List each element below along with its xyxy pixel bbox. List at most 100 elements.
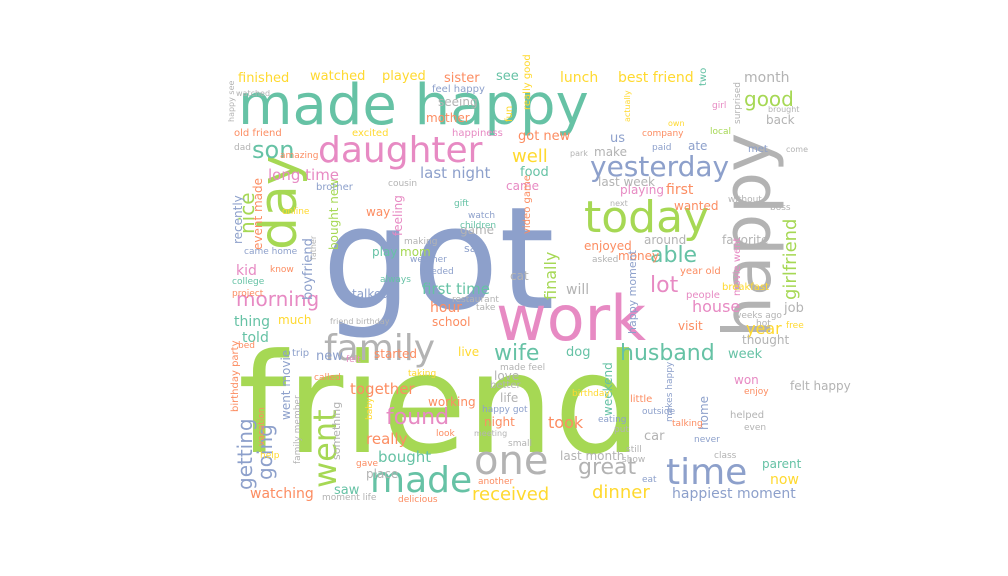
cloud-word: hot: [756, 319, 771, 329]
cloud-word: happy: [709, 133, 786, 338]
cloud-word: watched: [310, 69, 365, 84]
cloud-word: much: [278, 313, 312, 327]
cloud-word: came: [506, 179, 539, 193]
cloud-word: today: [584, 192, 709, 243]
cloud-word: well: [512, 146, 548, 167]
cloud-word: received: [472, 484, 549, 505]
cloud-word: helped: [730, 410, 764, 421]
cloud-word: online: [282, 207, 310, 217]
cloud-word: help: [260, 451, 280, 461]
cloud-word: movie went: [732, 237, 743, 296]
cloud-word: fun: [504, 106, 515, 122]
cloud-word: felt happy: [790, 379, 851, 393]
cloud-word: class: [714, 451, 737, 461]
cloud-word: boss: [770, 203, 791, 213]
cloud-word: still: [626, 445, 642, 455]
cloud-word: wife: [494, 341, 539, 366]
cloud-word: brother: [316, 182, 354, 193]
cloud-word: money: [618, 249, 659, 263]
cloud-word: birthday: [572, 389, 610, 399]
cloud-word: taking: [408, 369, 436, 379]
cloud-word: working: [428, 395, 476, 409]
cloud-word: better: [490, 380, 521, 391]
cloud-word: last month: [560, 449, 624, 463]
cloud-word: made feel: [500, 363, 545, 373]
cloud-word: take: [476, 303, 496, 313]
cloud-word: needed: [420, 267, 454, 277]
cloud-word: mom: [400, 245, 431, 259]
cloud-word: visit: [678, 319, 703, 333]
cloud-word: love: [494, 369, 519, 383]
cloud-word: found: [386, 405, 449, 430]
cloud-word: now: [770, 472, 799, 488]
cloud-word: recently: [231, 195, 245, 244]
cloud-word: time: [666, 452, 747, 493]
cloud-word: morning: [236, 287, 319, 311]
cloud-word: went movie: [279, 350, 293, 420]
cloud-word: car: [644, 429, 665, 444]
cloud-word: another: [478, 477, 513, 487]
cloud-word: happiness: [452, 128, 503, 139]
cloud-word: kid: [236, 263, 257, 279]
cloud-word: son: [252, 136, 294, 164]
cloud-word: something: [330, 402, 343, 460]
cloud-word: look: [436, 429, 456, 439]
cloud-word: back: [766, 113, 795, 127]
cloud-word: friend birthday: [330, 317, 390, 326]
cloud-word: last night: [420, 164, 491, 182]
cloud-word: bought: [378, 448, 431, 466]
cloud-word: park: [570, 149, 588, 158]
cloud-word: first: [666, 182, 694, 198]
cloud-word: watching: [250, 486, 314, 502]
cloud-word: birthday party: [230, 340, 241, 412]
cloud-word: college: [232, 277, 265, 287]
cloud-word: always: [380, 275, 411, 285]
cloud-word: watch: [468, 211, 495, 221]
cloud-word: makes happy: [665, 361, 675, 422]
cloud-word: enjoyed: [584, 239, 632, 253]
cloud-word: told: [242, 330, 269, 346]
cloud-word: long time: [268, 166, 339, 184]
cloud-word: watched: [236, 89, 270, 98]
cloud-word: good: [744, 87, 794, 111]
cloud-word: way: [366, 205, 390, 219]
cloud-word: local: [710, 127, 731, 137]
cloud-word: boyfriend: [301, 238, 316, 300]
cloud-word: actually: [623, 90, 632, 122]
cloud-word: day: [249, 154, 309, 250]
cloud-word: know: [270, 265, 294, 275]
cloud-word: school: [432, 315, 470, 329]
cloud-word: video game: [522, 175, 533, 234]
cloud-word: game: [460, 223, 494, 237]
cloud-word: family: [324, 328, 435, 369]
cloud-word: feel happy: [432, 84, 485, 95]
cloud-word: place: [366, 467, 398, 481]
cloud-word: mother: [426, 111, 470, 125]
cloud-word: favorite: [722, 233, 768, 247]
cloud-word: restaurant: [452, 295, 499, 305]
cloud-word: enjoy: [744, 387, 769, 397]
cloud-word: saw: [334, 483, 360, 498]
cloud-word: never: [694, 435, 720, 445]
cloud-word: baby: [365, 397, 375, 420]
cloud-word: finally: [541, 252, 560, 300]
cloud-word: great: [578, 455, 637, 480]
cloud-word: parent: [762, 457, 802, 471]
cloud-word: thing: [234, 314, 270, 330]
cloud-word: new: [316, 349, 343, 364]
cloud-word: people: [686, 290, 720, 301]
cloud-word: two: [698, 68, 709, 86]
cloud-word: getting: [233, 418, 257, 490]
cloud-word: moment life: [322, 493, 377, 503]
cloud-word: husband: [620, 341, 715, 366]
cloud-word: played: [382, 69, 426, 84]
cloud-word: felt: [346, 355, 361, 365]
cloud-word: weekend: [601, 362, 615, 416]
cloud-word: talking: [672, 419, 703, 429]
cloud-word: trip: [292, 348, 309, 359]
cloud-word: even: [744, 423, 766, 433]
cloud-word: went: [306, 409, 344, 488]
cloud-word: dog: [566, 345, 590, 360]
cloud-word: won: [734, 373, 759, 387]
cloud-word: girl: [712, 101, 726, 111]
